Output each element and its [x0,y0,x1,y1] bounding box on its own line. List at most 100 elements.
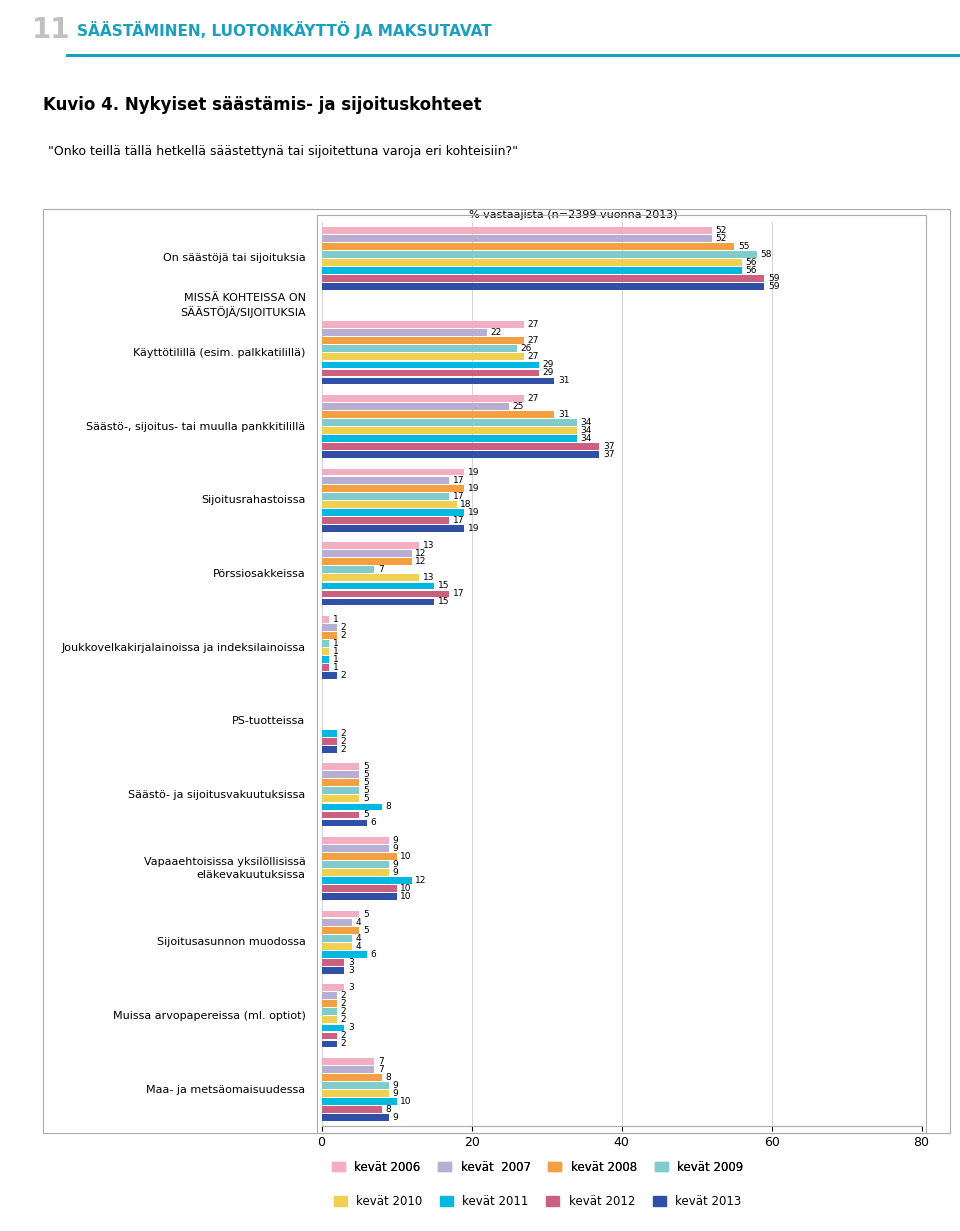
Bar [322,559,412,565]
Legend: kevät 2010, kevät 2011, kevät 2012, kevät 2013: kevät 2010, kevät 2011, kevät 2012, kevä… [329,1190,746,1213]
Text: 17: 17 [453,590,465,598]
Bar [322,275,764,282]
Text: 10: 10 [400,1097,412,1107]
Text: 37: 37 [603,442,614,451]
Bar [322,369,540,377]
Bar [322,508,464,516]
Text: MISSÄ KOHTEISSA ON
SÄÄSTÖJÄ/SIJOITUKSIA: MISSÄ KOHTEISSA ON SÄÄSTÖJÄ/SIJOITUKSIA [180,293,305,318]
Bar [322,436,577,442]
Text: % vastaajista (n=2399 vuonna 2013): % vastaajista (n=2399 vuonna 2013) [469,211,678,220]
Bar [322,869,389,876]
Text: 5: 5 [363,910,369,918]
Bar [322,550,412,558]
Text: 10: 10 [400,884,412,894]
Bar [322,649,329,655]
Text: Kuvio 4. Nykyiset säästämis- ja sijoituskohteet: Kuvio 4. Nykyiset säästämis- ja sijoitus… [43,96,482,113]
Text: 34: 34 [581,419,591,427]
Bar [322,985,344,991]
Legend: kevät 2006, kevät  2007, kevät 2008, kevät 2009: kevät 2006, kevät 2007, kevät 2008, kevä… [327,1156,748,1178]
Text: 3: 3 [348,958,353,966]
Text: Pörssiosakkeissa: Pörssiosakkeissa [213,569,305,579]
Text: Säästö-, sijoitus- tai muulla pankkitilillä: Säästö-, sijoitus- tai muulla pankkitili… [86,421,305,432]
Text: 27: 27 [528,394,540,403]
Text: Sijoitusrahastoissa: Sijoitusrahastoissa [202,495,305,505]
Text: 9: 9 [393,868,398,876]
Bar [322,1066,374,1073]
Bar [322,746,337,752]
Text: 25: 25 [513,403,524,411]
Bar [322,566,374,574]
Bar [322,616,329,623]
Text: 56: 56 [745,259,756,267]
Text: 2: 2 [341,632,346,640]
Bar [322,469,464,475]
Text: 9: 9 [393,836,398,844]
Text: 5: 5 [363,926,369,934]
Bar [322,411,554,417]
Text: 12: 12 [416,876,427,885]
Text: 5: 5 [363,787,369,795]
Text: 1: 1 [333,664,339,672]
Text: 5: 5 [363,762,369,772]
Text: 7: 7 [378,1057,384,1066]
Text: 55: 55 [738,241,750,251]
Text: Sijoitusasunnon muodossa: Sijoitusasunnon muodossa [156,937,305,947]
Text: 7: 7 [378,1065,384,1073]
Text: On säästöjä tai sijoituksia: On säästöjä tai sijoituksia [163,254,305,263]
Bar [322,517,449,523]
Text: 3: 3 [348,1023,353,1033]
Bar [322,1082,389,1089]
Text: 27: 27 [528,336,540,346]
Bar [322,1107,382,1113]
Text: 2: 2 [341,1039,346,1049]
Bar [322,640,329,648]
Bar [322,853,396,860]
Text: PS-tuotteissa: PS-tuotteissa [232,716,305,726]
Text: 10: 10 [400,892,412,901]
Bar [322,337,524,345]
Text: 26: 26 [520,345,532,353]
Bar [322,788,359,794]
Bar [322,1024,344,1032]
Bar [322,1098,396,1105]
Bar [322,763,359,771]
Text: 4: 4 [355,942,361,950]
Text: Vapaaehtoisissa yksilöllisissä
eläkevakuutuksissa: Vapaaehtoisissa yksilöllisissä eläkevaku… [144,857,305,880]
Bar [322,582,434,590]
Text: 8: 8 [385,1105,391,1114]
Text: 7: 7 [378,565,384,575]
Bar [322,894,396,900]
Text: Muissa arvopapereissa (ml. optiot): Muissa arvopapereissa (ml. optiot) [112,1011,305,1020]
Text: 2: 2 [341,623,346,632]
Bar [322,992,337,1000]
Text: 1: 1 [333,648,339,656]
Text: 17: 17 [453,491,465,501]
Text: 18: 18 [461,500,472,508]
Bar [322,624,337,630]
Bar [322,524,464,532]
Bar [322,353,524,361]
Bar [322,419,577,426]
Text: Säästö- ja sijoitusvakuutuksissa: Säästö- ja sijoitusvakuutuksissa [129,790,305,800]
Text: 58: 58 [760,250,772,259]
Bar [322,443,599,451]
Bar [322,911,359,917]
Bar [322,1017,337,1023]
Bar [322,378,554,384]
Bar [322,1008,337,1016]
Text: 34: 34 [581,426,591,435]
Bar [322,1075,382,1081]
Bar [322,492,449,500]
Text: 3: 3 [348,984,353,992]
Bar [322,844,389,852]
Bar [322,862,389,868]
Bar [322,543,420,549]
Text: 13: 13 [422,542,434,550]
Text: 52: 52 [715,234,727,243]
Text: 5: 5 [363,778,369,788]
Text: 5: 5 [363,794,369,804]
Bar [322,259,741,266]
Text: 2: 2 [341,1000,346,1008]
Bar [322,804,382,810]
Text: 2: 2 [341,729,346,737]
